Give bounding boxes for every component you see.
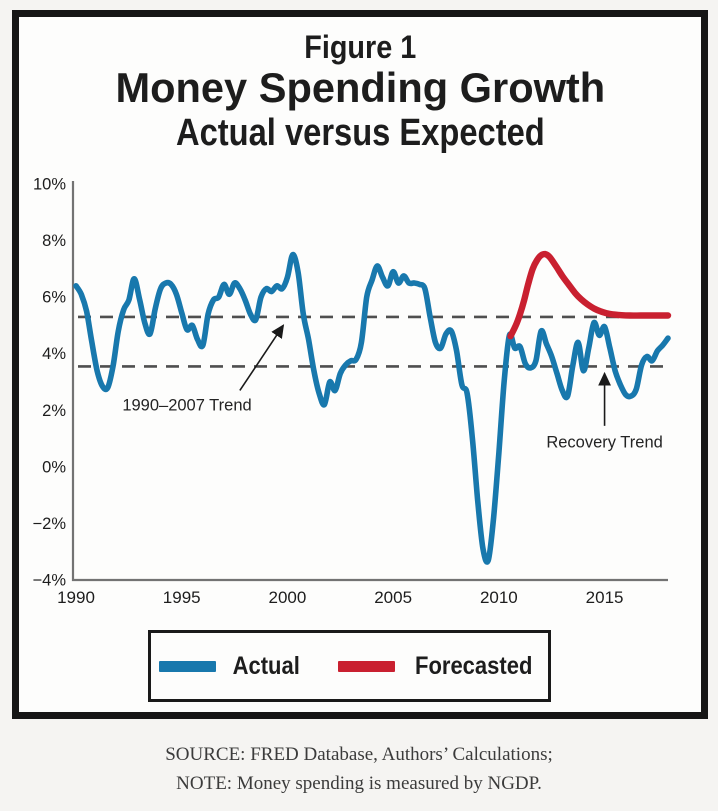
figure-title-text: Money Spending Growth — [115, 63, 605, 111]
forecasted-series-swatch — [338, 660, 395, 672]
actual-series-swatch — [158, 660, 216, 672]
figure-subtitle: Actual versus Expected — [19, 110, 701, 154]
legend-item-actual: Actual — [158, 651, 304, 681]
legend-label-forecasted: Forecasted — [415, 651, 533, 680]
legend-label-actual: Actual — [232, 651, 300, 680]
figure-title: Money Spending Growth — [19, 63, 701, 111]
note-line: NOTE: Money spending is measured by NGDP… — [176, 773, 542, 794]
figure-titles: Figure 1 Money Spending Growth Actual ve… — [19, 30, 701, 154]
figure-label: Figure 1 — [19, 30, 701, 65]
figure-subtitle-text: Actual versus Expected — [175, 111, 545, 154]
figure-footnote: SOURCE: FRED Database, Authors’ Calculat… — [0, 740, 718, 798]
figure-label-text: Figure 1 — [303, 29, 417, 65]
chart-legend: Actual Forecasted — [148, 630, 551, 702]
source-line: SOURCE: FRED Database, Authors’ Calculat… — [165, 744, 553, 765]
legend-item-forecasted: Forecasted — [338, 652, 540, 681]
figure-frame: Figure 1 Money Spending Growth Actual ve… — [12, 10, 708, 719]
